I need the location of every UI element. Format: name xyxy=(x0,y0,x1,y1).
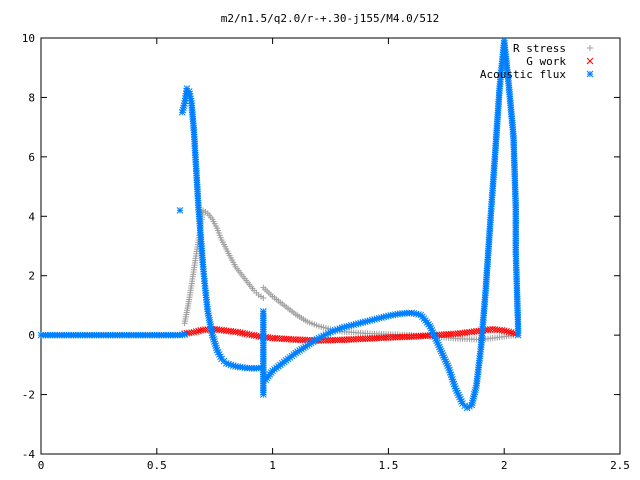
x-tick-label: 1.5 xyxy=(378,459,398,472)
legend-label: Acoustic flux xyxy=(480,68,566,81)
y-tick-label: 6 xyxy=(28,151,35,164)
series-r-stress xyxy=(181,207,519,343)
y-tick-label: 10 xyxy=(22,32,35,45)
axis-ticks: 0 0.5 1 1.5 2 2.5 -4 -2 0 2 4 6 8 10 xyxy=(22,32,630,472)
y-tick-label: 0 xyxy=(28,329,35,342)
plot-frame xyxy=(40,37,621,455)
y-tick-label: -4 xyxy=(22,448,36,461)
data-point xyxy=(181,331,188,338)
series-acoustic-flux xyxy=(37,37,522,412)
x-tick-label: 2 xyxy=(501,459,508,472)
data-point xyxy=(176,206,184,214)
legend-label: G work xyxy=(526,55,566,68)
data-point xyxy=(259,391,267,398)
legend-label: R stress xyxy=(513,42,566,55)
x-tick-label: 0 xyxy=(38,459,45,472)
data-point xyxy=(514,331,522,339)
legend-marker xyxy=(587,45,593,51)
y-tick-label: 4 xyxy=(28,210,35,223)
data-point xyxy=(214,348,222,356)
series-g-work xyxy=(181,325,520,344)
y-tick-label: 8 xyxy=(28,91,35,104)
x-tick-label: 0.5 xyxy=(147,459,167,472)
x-tick-label: 2.5 xyxy=(610,459,630,472)
x-tick-label: 1 xyxy=(269,459,276,472)
legend-marker xyxy=(586,70,594,78)
series-layer xyxy=(37,37,522,412)
data-point xyxy=(260,295,267,301)
legend-marker xyxy=(586,57,594,65)
y-tick-label: 2 xyxy=(28,270,35,283)
y-tick-label: -2 xyxy=(22,389,35,402)
chart-title: m2/n1.5/q2.0/r-+.30-j155/M4.0/512 xyxy=(221,12,440,25)
